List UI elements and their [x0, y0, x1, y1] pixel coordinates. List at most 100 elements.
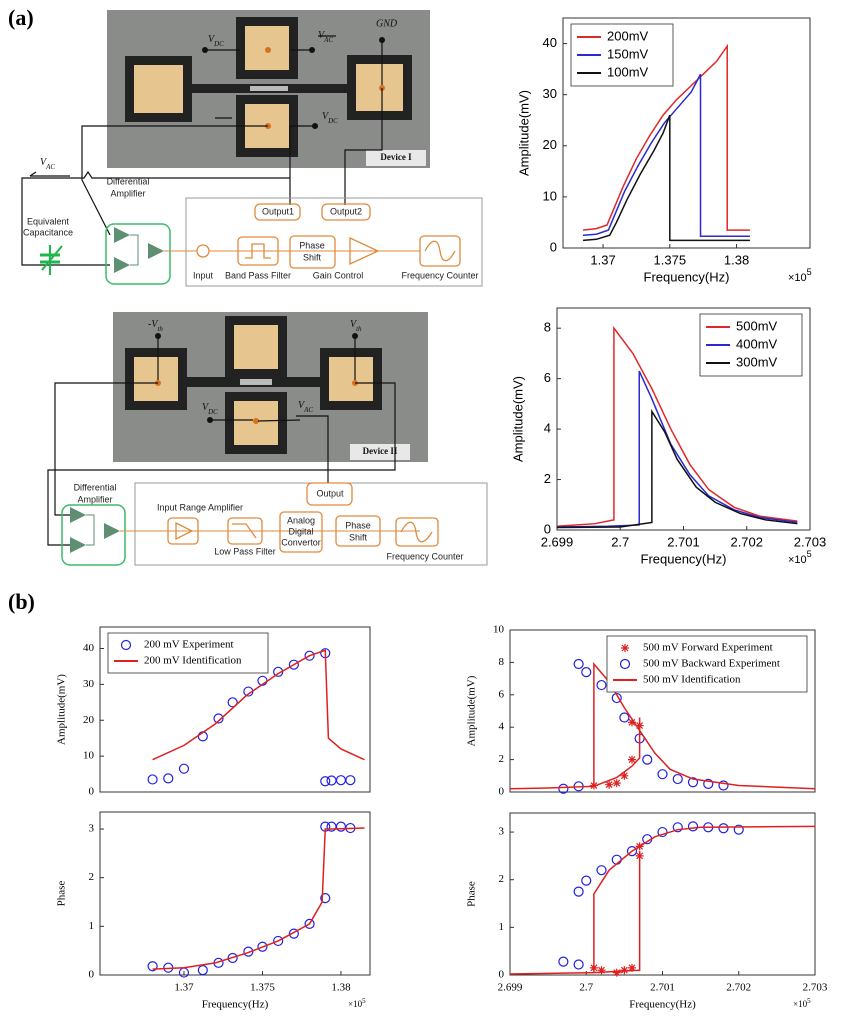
circle-marker [718, 823, 729, 834]
legend-label: 500 mV Forward Experiment [643, 642, 773, 654]
circle-marker [573, 658, 584, 670]
circle-marker [288, 928, 299, 939]
y-tick-label: 30 [83, 678, 95, 690]
circle-marker [243, 946, 254, 957]
voltage-label: VDC [202, 402, 218, 415]
multiplier-base: ×10 [348, 999, 363, 1009]
circle-marker [672, 773, 683, 785]
legend-label: 400mV [736, 336, 778, 351]
y-tick-label: 0 [89, 969, 95, 981]
y-tick-label: 2 [499, 753, 505, 765]
legend-label: 300mV [736, 354, 778, 369]
series-line [556, 408, 798, 529]
circle-marker [227, 697, 238, 708]
y-tick-label: 0 [499, 969, 505, 981]
series-line [582, 73, 750, 237]
star-marker [628, 718, 636, 727]
block-label: Phase [299, 240, 325, 250]
y-tick-label: 0 [499, 786, 505, 798]
y-axis-label: Amplitude(mV) [56, 674, 68, 745]
device-label: Device I [380, 152, 412, 162]
y-tick-label: 20 [543, 137, 557, 152]
circle-marker [320, 893, 331, 904]
series-line [152, 827, 365, 970]
x-tick-label: 2.699 [541, 534, 574, 549]
circuit-1: VAC Equivalent Capacitance Differential … [21, 88, 483, 287]
circle-marker [227, 952, 238, 964]
circle-marker [573, 886, 584, 897]
circle-marker [304, 918, 315, 930]
multiplier-base: ×10 [793, 999, 808, 1009]
block-label: Digital [288, 526, 313, 536]
x-tick-label: 1.37 [590, 252, 615, 267]
y-tick-label: 10 [83, 750, 95, 762]
legend-label: 200mV [607, 28, 649, 43]
chart: 0 2 4 6 8 2.699 2.7 2.701 2.702 2.703 Amplitude(mV… [510, 307, 827, 566]
block-label: Frequency Counter [386, 551, 463, 561]
panel-label: (a) [8, 5, 34, 30]
multiplier-exponent: 5 [362, 997, 366, 1005]
y-tick-label: 2 [499, 873, 505, 885]
y-axis-label: Amplitude(mV) [516, 90, 531, 176]
star-marker [628, 755, 636, 764]
circle-marker [687, 821, 699, 832]
legend-swatch [120, 639, 132, 651]
circle-marker [626, 846, 638, 857]
circle-marker [178, 763, 190, 774]
multiplier-base: ×10 [788, 272, 807, 284]
x-axis-label: Frequency(Hz) [202, 999, 269, 1011]
circle-marker [581, 667, 592, 678]
gnd-label: GND [376, 18, 398, 29]
star-marker [605, 780, 614, 789]
x-tick-label: 1.375 [654, 252, 687, 267]
star-marker [612, 779, 621, 788]
y-tick-label: 40 [543, 35, 557, 50]
y-tick-label: 0 [544, 521, 551, 536]
star-marker [597, 966, 606, 975]
y-tick-label: 30 [543, 86, 557, 101]
block-label: Shift [349, 532, 368, 542]
circle-marker [335, 821, 347, 832]
x-tick-label: 2.703 [794, 534, 827, 549]
output-label: Output [316, 488, 344, 498]
device-2-diagram: -Vth Vth VDC VAC Device II [113, 312, 428, 462]
x-tick-label: 2.699 [498, 982, 523, 994]
y-tick-label: 3 [89, 823, 95, 835]
circle-marker [257, 941, 268, 952]
circle-marker [581, 875, 592, 886]
circle-marker [687, 777, 699, 788]
circuit-2: Output Differential Amplifier Input Rang… [47, 382, 488, 566]
legend-label: 200 mV Experiment [144, 639, 234, 651]
legend-box [107, 632, 269, 674]
chart: 0 10 20 30 40 1.37 1.375 1.38 Amplitude(mV) Frequ… [516, 17, 812, 284]
series-line [509, 661, 816, 790]
legend-label: 100mV [607, 64, 649, 79]
circle-marker [619, 712, 630, 723]
circle-marker [304, 650, 315, 661]
x-tick-label: 1.38 [724, 252, 749, 267]
multiplier-exponent: 5 [807, 267, 812, 277]
circle-marker [703, 778, 714, 790]
x-axis-label: Frequency(Hz) [644, 269, 730, 284]
x-tick-label: 1.38 [331, 982, 351, 994]
x-tick-label: 2.7 [611, 534, 629, 549]
capacitance-label: Equivalent [27, 216, 70, 226]
circle-marker [163, 773, 174, 784]
series-line [556, 325, 798, 527]
y-tick-label: 0 [89, 786, 95, 798]
voltage-label: VDC [208, 34, 224, 47]
voltage-label: Vth [350, 319, 362, 332]
block-label: Shift [303, 252, 322, 262]
y-tick-label: 8 [499, 656, 505, 668]
y-tick-label: 8 [544, 320, 551, 335]
block-label: Input [193, 270, 214, 280]
legend-label: 500 mV Backward Experiment [643, 658, 780, 670]
x-axis-label: Frequency(Hz) [641, 551, 727, 566]
star-marker [612, 968, 621, 977]
multiplier-base: ×10 [788, 554, 807, 566]
capacitance-label: Capacitance [23, 227, 73, 237]
plot-area [99, 811, 371, 976]
legend-label: 200 mV Identification [144, 655, 242, 667]
legend-label: 500mV [736, 318, 778, 333]
